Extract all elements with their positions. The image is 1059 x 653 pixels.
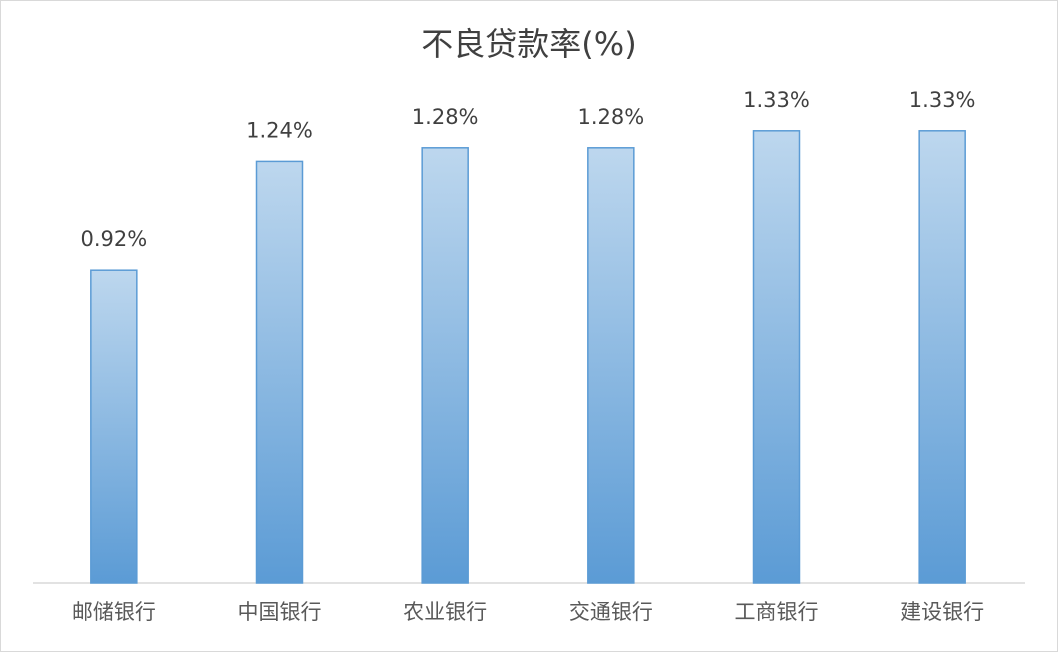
bar bbox=[421, 147, 469, 584]
bar bbox=[255, 160, 304, 584]
bar bbox=[90, 269, 138, 584]
value-label: 1.24% bbox=[246, 118, 313, 142]
value-label: 1.33% bbox=[743, 88, 810, 112]
x-tick-label: 邮储银行 bbox=[72, 600, 156, 624]
value-label: 1.33% bbox=[909, 88, 976, 112]
bar bbox=[587, 147, 635, 584]
x-tick-label: 农业银行 bbox=[403, 600, 487, 624]
x-tick-label: 交通银行 bbox=[569, 600, 653, 624]
x-tick-label: 建设银行 bbox=[900, 600, 984, 624]
value-label: 1.28% bbox=[577, 105, 644, 129]
value-label: 1.28% bbox=[412, 105, 479, 129]
bar bbox=[752, 130, 801, 584]
x-tick-label: 工商银行 bbox=[735, 600, 819, 624]
chart-title: 不良贷款率(%) bbox=[421, 25, 636, 63]
x-tick-label: 中国银行 bbox=[238, 600, 322, 624]
bar bbox=[918, 130, 966, 584]
value-label: 0.92% bbox=[80, 227, 147, 251]
